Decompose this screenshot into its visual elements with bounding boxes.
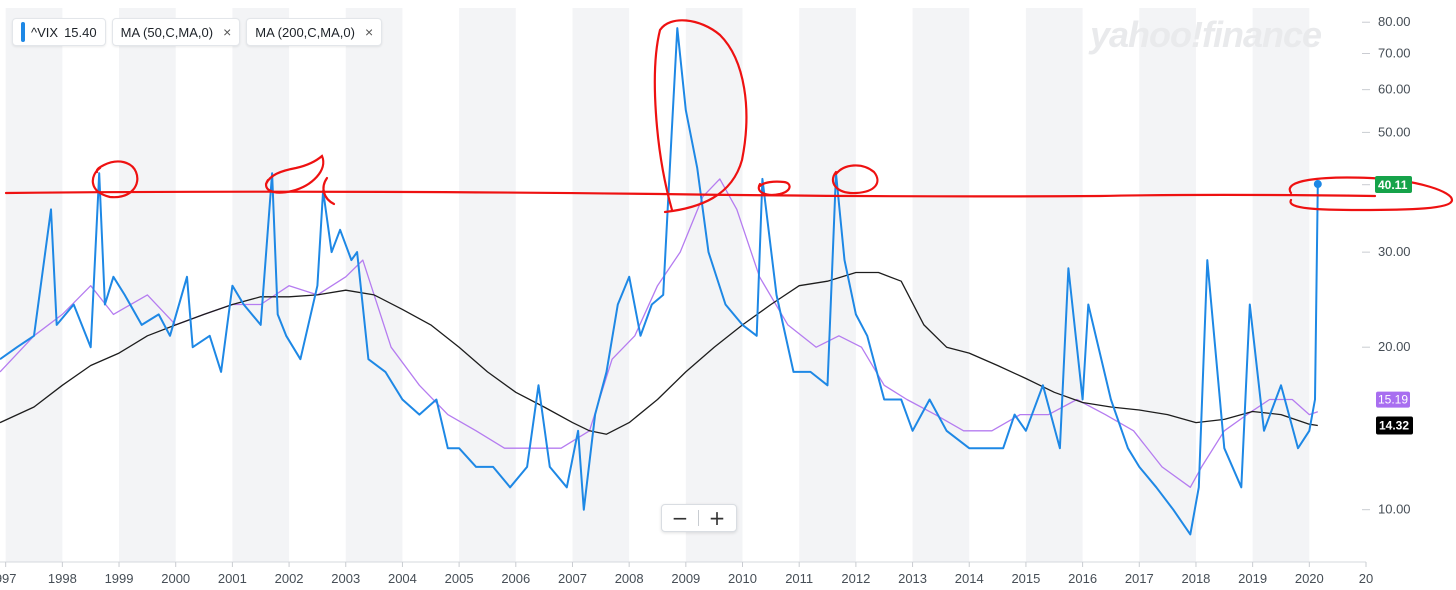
x-tick-label: 20 — [1359, 571, 1373, 586]
x-tick-label: 2014 — [955, 571, 984, 586]
last-price-badge: 40.11 — [1378, 178, 1408, 192]
ma50-badge-bg — [1376, 391, 1410, 408]
ma50-label: MA (50,C,MA,0) — [120, 24, 214, 40]
year-band — [912, 8, 970, 562]
year-band — [685, 8, 743, 562]
year-band — [119, 8, 176, 562]
price-badges: 40.11 15.19 14.32 — [1313, 176, 1413, 435]
x-tick-label: 2012 — [841, 571, 870, 586]
x-tick-label: 2020 — [1295, 571, 1324, 586]
vix-value: 15.40 — [64, 24, 97, 40]
y-tick-label: 30.00 — [1378, 244, 1411, 259]
year-band — [572, 8, 630, 562]
remove-ma50-icon[interactable]: × — [223, 24, 232, 40]
y-tick-label: 60.00 — [1378, 82, 1411, 97]
y-tick-label: 20.00 — [1378, 339, 1411, 354]
ma200-line — [0, 271, 1318, 435]
annotation-circle-2008 — [653, 19, 748, 214]
x-tick-label: 2015 — [1011, 571, 1040, 586]
year-band — [459, 8, 516, 562]
x-tick-label: 2002 — [275, 571, 304, 586]
yahoo-finance-watermark: yahoo!finance — [1090, 14, 1322, 55]
zoom-out-button[interactable]: − — [662, 505, 698, 531]
x-tick-label: 2003 — [331, 571, 360, 586]
year-band — [799, 8, 856, 562]
ma200-badge-bg — [1376, 416, 1413, 435]
x-tick-label: 2007 — [558, 571, 587, 586]
y-tick-label: 10.00 — [1378, 502, 1411, 517]
year-band — [345, 8, 403, 562]
year-band — [1139, 8, 1196, 562]
x-tick-label: 2008 — [615, 571, 644, 586]
legend-chip-ma200[interactable]: MA (200,C,MA,0) × — [246, 18, 383, 46]
x-tick-label: 2013 — [898, 571, 927, 586]
annotation-circle-2010 — [757, 180, 791, 196]
series-layer — [0, 27, 1319, 536]
y-tick-label: 70.00 — [1378, 46, 1411, 61]
zoom-divider — [698, 510, 699, 526]
x-axis: 997 1998 1999 2000 2001 2002 2003 2004 2005 2006 2… — [0, 561, 1373, 586]
year-bands — [5, 8, 1310, 562]
x-tick-label: 2016 — [1068, 571, 1097, 586]
year-band — [232, 8, 290, 562]
annotation-bracket-2002 — [322, 176, 336, 206]
year-band — [1252, 8, 1310, 562]
last-price-badge-bg — [1375, 176, 1412, 194]
x-tick-label: 997 — [0, 571, 17, 586]
year-band — [1025, 8, 1083, 562]
last-point-marker — [1313, 180, 1322, 189]
x-tick-label: 2009 — [671, 571, 700, 586]
x-tick-label: 1998 — [48, 571, 77, 586]
annotation-circle-1998 — [91, 160, 139, 199]
year-band — [5, 8, 63, 562]
x-tick-label: 2019 — [1238, 571, 1267, 586]
x-tick-label: 2006 — [501, 571, 530, 586]
zoom-control: − + — [661, 504, 737, 532]
x-tick-label: 2005 — [445, 571, 474, 586]
annotation-circle-2001 — [264, 154, 325, 194]
y-tick-label: 50.00 — [1378, 124, 1411, 139]
y-tick-label: 80.00 — [1378, 14, 1411, 29]
vix-color-swatch — [21, 22, 25, 42]
ma200-label: MA (200,C,MA,0) — [255, 24, 355, 40]
x-tick-label: 2000 — [161, 571, 190, 586]
annotation-circle-2011 — [831, 164, 879, 195]
x-tick-label: 2017 — [1125, 571, 1154, 586]
legend-chip-ma50[interactable]: MA (50,C,MA,0) × — [111, 18, 241, 46]
x-tick-label: 2004 — [388, 571, 417, 586]
annotation-horizontal-line — [4, 190, 1377, 198]
remove-ma200-icon[interactable]: × — [364, 24, 374, 40]
vix-symbol: ^VIX — [31, 24, 59, 40]
annotation-circle-2020 — [1288, 176, 1454, 212]
legend-chip-vix[interactable]: ^VIX 15.40 — [12, 18, 106, 46]
x-tick-label: 2018 — [1181, 571, 1210, 586]
zoom-in-button[interactable]: + — [699, 505, 735, 531]
x-tick-label: 2011 — [785, 571, 813, 586]
ma200-badge: 14.32 — [1379, 419, 1409, 433]
ma50-line — [0, 178, 1319, 488]
red-annotations — [4, 19, 1454, 214]
x-tick-label: 2001 — [218, 571, 247, 586]
x-tick-label: 2010 — [728, 571, 757, 586]
x-tick-label: 1999 — [105, 571, 134, 586]
ma50-badge: 15.19 — [1378, 393, 1408, 407]
legend-bar: ^VIX 15.40 MA (50,C,MA,0) × MA (200,C,MA… — [12, 18, 383, 46]
vix-line — [0, 27, 1319, 536]
